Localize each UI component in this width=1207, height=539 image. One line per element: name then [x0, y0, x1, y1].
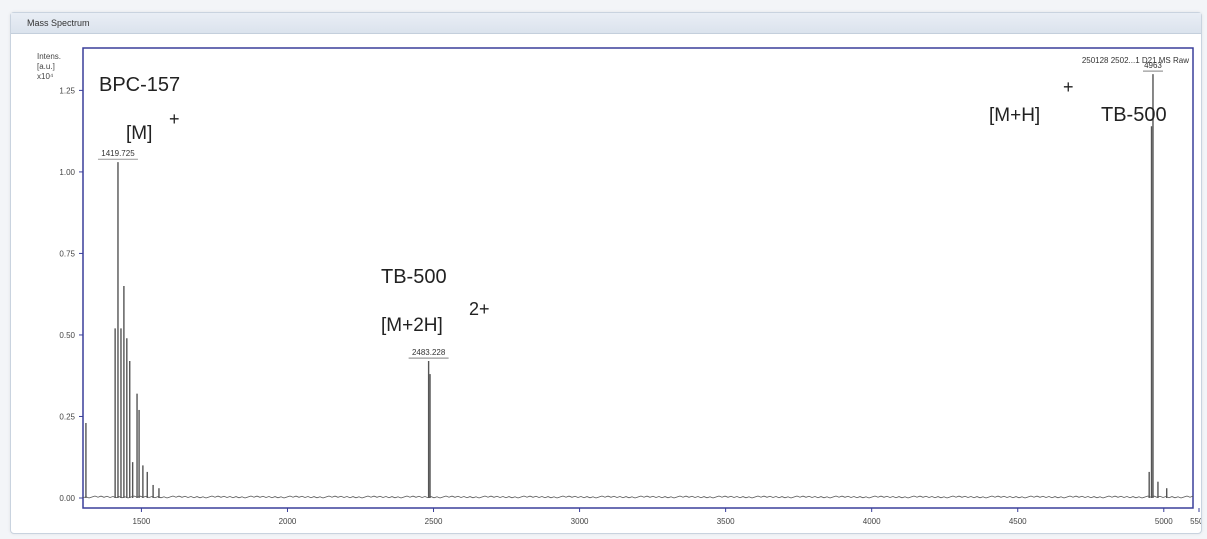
peak-mz-label: 4963 — [1144, 61, 1162, 70]
peak-mz-label: 2483.228 — [412, 348, 446, 357]
x-tick-label: 3500 — [717, 517, 735, 526]
y-axis-label: Intens.[a.u.]x10⁴ — [37, 52, 61, 81]
x-tick-label: 2000 — [279, 517, 297, 526]
baseline-trace — [82, 495, 1194, 499]
x-tick-label: 3000 — [571, 517, 589, 526]
x-axis-ticks: 1500 2000 2500 3000 3500 4000 4500 5000 5500 — [133, 508, 1201, 526]
y-tick-label: 1.25 — [59, 86, 75, 95]
x-tick-label: 5000 — [1155, 517, 1173, 526]
mass-spectrum-window: Mass Spectrum Intens. [a.u.] x10⁴ 1500 2000… — [10, 12, 1202, 534]
y-label-line: Intens. — [37, 52, 61, 61]
spectrum-peaks — [85, 74, 1168, 498]
y-tick-label: 1.00 — [59, 168, 75, 177]
annotation-tb-500-right: TB-500 — [1101, 104, 1167, 126]
window-title: Mass Spectrum — [11, 13, 1201, 34]
annotation-m-2h-charge: 2+ — [469, 299, 490, 319]
file-label: 250128 2502...1 D21 MS Raw — [1082, 56, 1189, 65]
y-axis-ticks: 0.00 0.25 0.50 0.75 1.00 1.25 — [59, 86, 83, 503]
baseline-noise — [82, 495, 1194, 499]
x-tick-label: 4500 — [1009, 517, 1027, 526]
y-tick-label: 0.75 — [59, 249, 75, 258]
y-tick-label: 0.50 — [59, 331, 75, 340]
annotation-m-plus: [M] — [126, 123, 152, 144]
mass-spectrum-chart: Intens.[a.u.]x10⁴ 1500 2000 2500 3000 3500 40… — [37, 47, 1201, 526]
peak-mz-label: 1419.725 — [101, 149, 135, 158]
x-tick-label: 4000 — [863, 517, 881, 526]
y-label-line: x10⁴ — [37, 72, 54, 81]
x-tick-label: 1500 — [133, 517, 151, 526]
annotation-m-2h: [M+2H] — [381, 315, 443, 336]
y-tick-label: 0.25 — [59, 412, 75, 421]
annotation-tb-500-left: TB-500 — [381, 266, 447, 288]
y-tick-label: 0.00 — [59, 494, 75, 503]
x-tick-label: 2500 — [425, 517, 443, 526]
x-tick-label: 5500 — [1190, 517, 1201, 526]
peak-labels: 1419.725 2483.228 4963 — [97, 61, 1163, 359]
annotation-bpc-157: BPC-157 — [99, 74, 180, 96]
y-label-line: [a.u.] — [37, 62, 55, 71]
annotation-m-h: [M+H] — [989, 105, 1040, 126]
plot-frame — [82, 47, 1194, 509]
annotation-m-h-charge: + — [1063, 77, 1074, 97]
annotation-m-plus-charge: + — [169, 109, 180, 129]
